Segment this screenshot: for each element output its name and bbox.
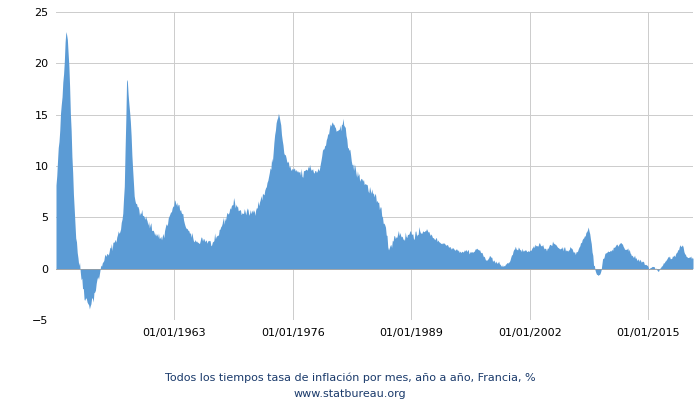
Text: Todos los tiempos tasa de inflación por mes, año a año, Francia, %: Todos los tiempos tasa de inflación por …	[164, 373, 536, 383]
Text: www.statbureau.org: www.statbureau.org	[294, 389, 406, 399]
